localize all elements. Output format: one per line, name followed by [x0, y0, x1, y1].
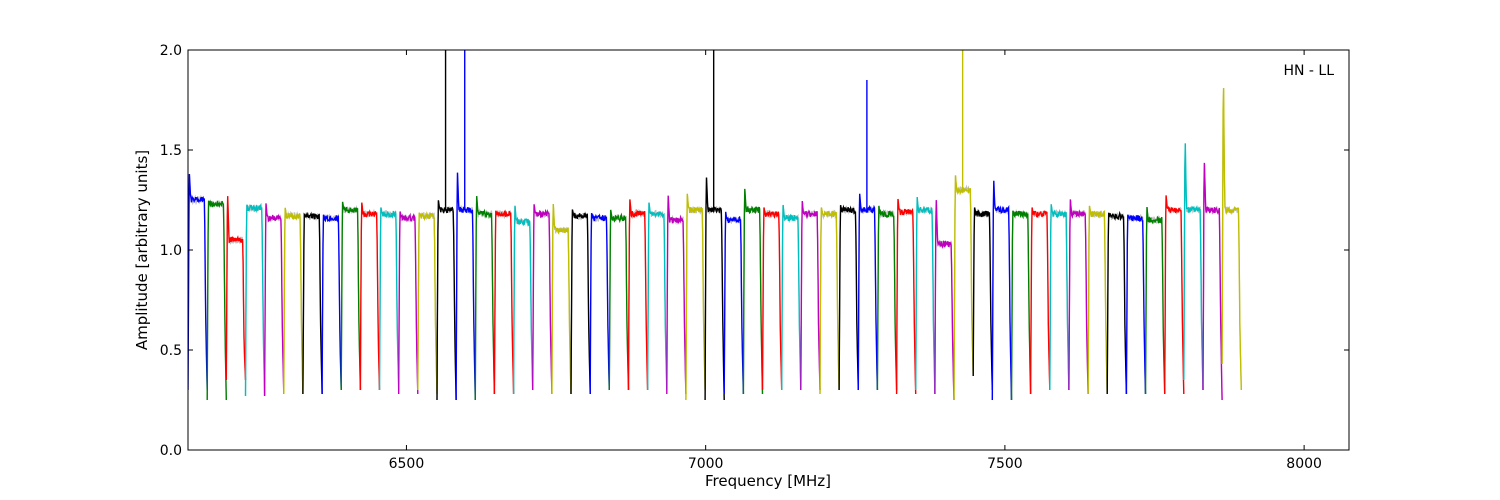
channel-trace [302, 211, 323, 395]
channel-trace [704, 177, 725, 401]
channel-trace [436, 200, 457, 401]
x-axis-label: Frequency [MHz] [705, 472, 831, 490]
annotation-label: HN - LL [1283, 63, 1334, 79]
channel-trace [915, 196, 936, 395]
channel-trace [1106, 210, 1128, 395]
channel-trace [1010, 210, 1032, 401]
y-tick-label: 0.5 [160, 343, 182, 359]
channel-trace [876, 205, 898, 391]
channel-trace [570, 209, 591, 395]
channel-trace [321, 214, 342, 395]
channel-trace [723, 211, 745, 395]
channel-trace [474, 196, 496, 401]
channel-trace [895, 198, 917, 395]
channel-trace [532, 204, 553, 395]
channel-trace [378, 207, 400, 391]
channel-trace [1087, 205, 1108, 395]
channel-trace [1202, 162, 1223, 401]
channel-trace [1125, 214, 1147, 395]
channel-trace [188, 173, 208, 391]
channel-trace [225, 196, 247, 381]
channel-trace [244, 202, 266, 397]
channel-trace [206, 199, 227, 401]
channel-trace [359, 202, 381, 391]
x-tick-label: 7500 [987, 456, 1023, 472]
channel-trace [512, 205, 534, 395]
channel-trace [857, 193, 879, 391]
channel-trace [781, 204, 802, 391]
channel-trace [991, 180, 1013, 401]
channel-trace [685, 193, 706, 401]
y-axis-label: Amplitude [arbitrary units] [133, 150, 151, 350]
channel-trace [589, 212, 610, 395]
y-tick-label: 2.0 [160, 43, 182, 59]
channel-trace [646, 202, 668, 391]
channel-trace [800, 200, 821, 391]
channel-trace [398, 211, 419, 395]
background-trace [876, 205, 898, 391]
channel-trace [493, 209, 515, 395]
channel-trace [1029, 207, 1051, 395]
channel-trace [417, 211, 438, 395]
channel-trace [283, 207, 304, 395]
channel-trace [838, 204, 859, 391]
channel-trace [627, 199, 649, 391]
y-axis-ticks: 0.0 0.5 1.0 1.5 2.0 [160, 43, 1349, 459]
x-tick-label: 6500 [389, 456, 425, 472]
channel-trace [1049, 204, 1070, 391]
channel-trace [953, 175, 974, 401]
series-group [188, 50, 1242, 401]
channel-trace [934, 200, 955, 401]
channel-trace [551, 203, 572, 395]
channel-trace [1068, 199, 1089, 395]
channel-trace [1221, 88, 1242, 391]
channel-trace [1183, 143, 1204, 391]
y-tick-label: 1.5 [160, 143, 182, 159]
x-tick-label: 7000 [688, 456, 724, 472]
channel-trace [666, 195, 687, 395]
channel-trace [1163, 195, 1185, 395]
y-tick-label: 0.0 [160, 443, 182, 459]
channel-trace [1144, 206, 1166, 395]
x-tick-label: 8000 [1286, 456, 1322, 472]
y-tick-label: 1.0 [160, 243, 182, 259]
channel-trace [819, 207, 840, 395]
x-axis-ticks: 6500 7000 7500 8000 [389, 50, 1322, 472]
channel-trace [972, 207, 993, 391]
channel-trace [340, 201, 362, 391]
channel-trace [761, 207, 783, 391]
channel-trace [263, 203, 285, 397]
channel-trace [742, 188, 764, 395]
channel-trace [608, 209, 630, 391]
channel-trace [455, 172, 476, 401]
